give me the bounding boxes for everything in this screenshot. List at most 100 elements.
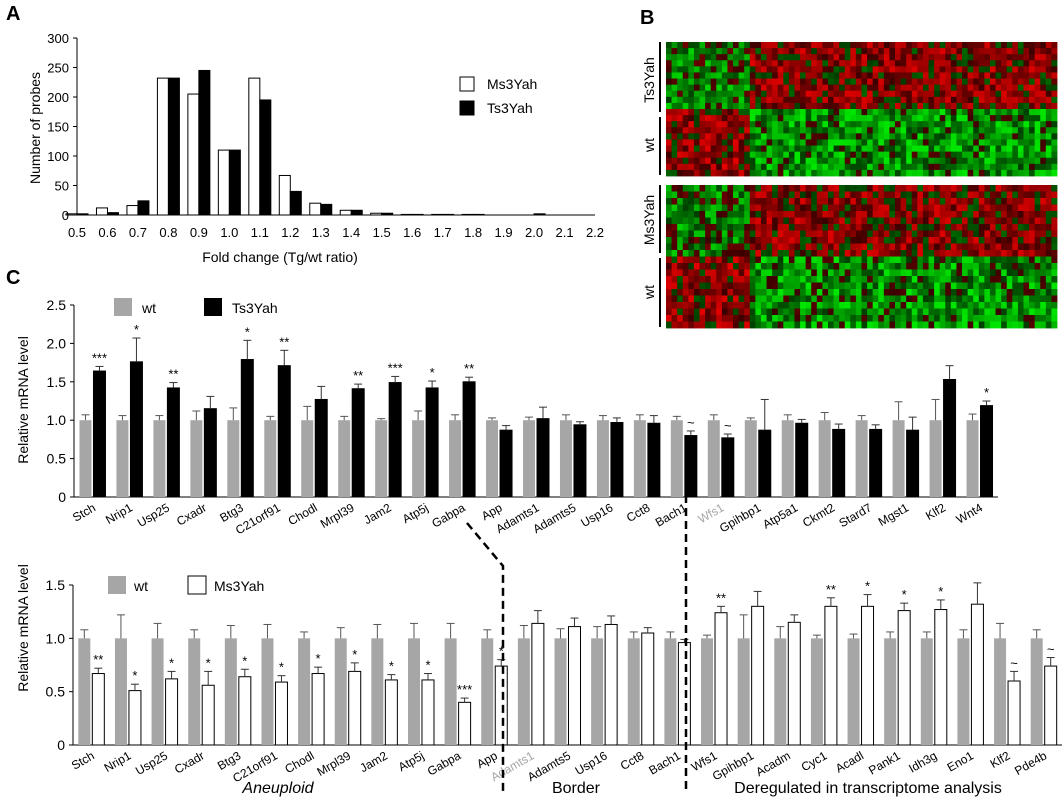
heatmap-cell — [699, 263, 706, 270]
heatmap-cell — [1006, 295, 1013, 303]
significance-mark: ~ — [687, 415, 695, 430]
heatmap-cell — [984, 282, 991, 290]
heatmap-cell — [1001, 198, 1008, 205]
heatmap-cell — [883, 237, 890, 244]
heatmap-cell — [1034, 169, 1041, 177]
heatmap-cell — [1017, 133, 1024, 140]
heatmap-cell — [666, 84, 672, 92]
heatmap-cell — [1006, 263, 1013, 270]
heatmap-cell — [805, 250, 812, 257]
heatmap-cell — [934, 204, 941, 212]
heatmap-cell — [772, 250, 779, 257]
heatmap-cell — [822, 121, 829, 128]
heatmap-cell — [693, 133, 700, 140]
heatmap-cell — [710, 115, 717, 122]
heatmap-cell — [727, 230, 734, 238]
heatmap-cell — [928, 198, 935, 205]
heatmap-cell — [699, 151, 706, 159]
heatmap-cell — [688, 145, 695, 153]
heatmap-cell — [721, 60, 728, 67]
heatmap-cell — [939, 151, 946, 159]
heatmap-cell — [872, 90, 879, 98]
x-tick-label: 2.2 — [586, 225, 604, 240]
heatmap-cell — [800, 321, 807, 329]
heatmap-cell — [962, 90, 969, 98]
heatmap-cell — [1017, 237, 1024, 244]
heatmap-cell — [783, 276, 790, 283]
heatmap-cell — [688, 66, 695, 73]
heatmap-cell — [710, 121, 717, 128]
heatmap-cell — [973, 48, 980, 55]
x-tick-label: 1.4 — [342, 225, 360, 240]
heatmap-cell — [1023, 198, 1030, 205]
heatmap-cell — [1023, 163, 1030, 171]
heatmap-cell — [939, 115, 946, 122]
y-tick-label: 0 — [57, 737, 65, 753]
heatmap-cell — [688, 139, 695, 146]
heatmap-cell — [872, 163, 879, 171]
heatmap-cell — [733, 127, 740, 134]
heatmap-cell — [727, 185, 734, 192]
heatmap-cell — [978, 139, 985, 146]
heatmap-cell — [755, 121, 762, 128]
heatmap-cell — [671, 237, 678, 244]
heatmap-cell — [883, 204, 890, 212]
heatmap-cell — [917, 185, 924, 192]
heatmap-cell — [1040, 321, 1047, 329]
heatmap-cell — [850, 60, 857, 67]
heatmap-cell — [1029, 157, 1036, 165]
heatmap-cell — [822, 60, 829, 67]
heatmap-cell — [1045, 269, 1052, 277]
heatmap-cell — [984, 84, 991, 92]
panel-label-a: A — [6, 3, 20, 25]
histogram-bar — [259, 99, 272, 216]
significance-mark: * — [938, 584, 943, 599]
heatmap-cell — [710, 72, 717, 79]
heatmap-cell — [760, 230, 767, 238]
heatmap-cell — [760, 204, 767, 212]
heatmap-cell — [922, 308, 929, 316]
heatmap-cell — [978, 72, 985, 79]
heatmap-cell — [800, 243, 807, 251]
heatmap-cell — [995, 282, 1002, 290]
heatmap-cell — [794, 84, 801, 92]
heatmap-cell — [839, 169, 846, 177]
heatmap-cell — [861, 263, 868, 270]
heatmap-cell — [816, 282, 823, 290]
heatmap-cell — [950, 115, 957, 122]
heatmap-cell — [934, 289, 941, 296]
heatmap-cell — [721, 78, 728, 86]
heatmap-cell — [1029, 48, 1036, 55]
heatmap-cell — [1012, 121, 1019, 128]
heatmap-cell — [777, 282, 784, 290]
heatmap-cell — [839, 90, 846, 98]
heatmap-cell — [733, 321, 740, 329]
bar-wt — [994, 638, 1007, 745]
heatmap-cell — [917, 115, 924, 122]
heatmap-cell — [705, 145, 712, 153]
heatmap-cell — [693, 60, 700, 67]
heatmap-cell — [710, 163, 717, 171]
heatmap-cell — [995, 72, 1002, 79]
heatmap-cell — [989, 133, 996, 140]
heatmap-cell — [777, 60, 784, 67]
heatmap-cell — [800, 48, 807, 55]
bar-transgenic — [787, 621, 801, 746]
heatmap-cell — [850, 237, 857, 244]
heatmap-cell — [749, 121, 756, 128]
heatmap-cell — [800, 308, 807, 316]
heatmap-cell — [783, 289, 790, 296]
heatmap-cell — [844, 90, 851, 98]
heatmap-cell — [716, 84, 723, 92]
heatmap-cell — [783, 90, 790, 98]
heatmap-cell — [783, 256, 790, 264]
heatmap-cell — [1001, 289, 1008, 296]
heatmap-cell — [1012, 169, 1019, 177]
heatmap-cell — [777, 48, 784, 55]
heatmap-cell — [895, 295, 901, 303]
heatmap-cell — [878, 289, 885, 296]
heatmap-cell — [705, 54, 712, 61]
heatmap-cell — [727, 204, 734, 212]
heatmap-cell — [911, 96, 918, 104]
significance-mark: * — [169, 655, 174, 670]
